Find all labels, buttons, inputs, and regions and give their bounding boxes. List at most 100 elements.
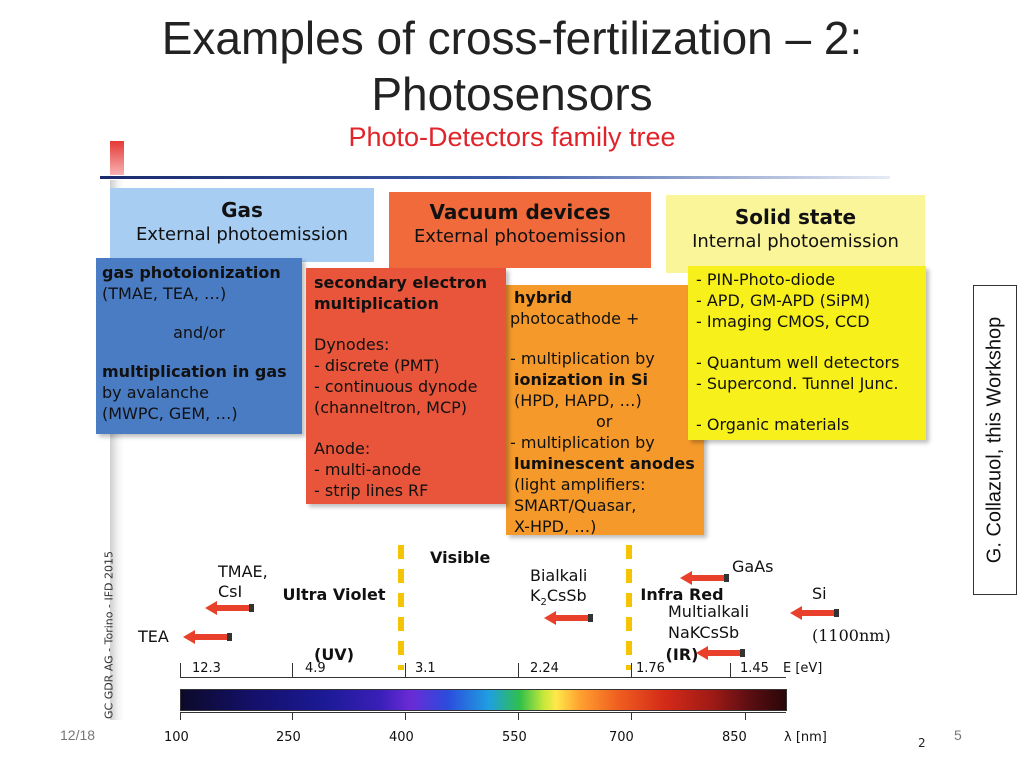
vacuum-header-sub: External photoemission [413,226,627,247]
gas-line-2: (TMAE, TEA, …) [102,284,227,303]
ev-tick [292,663,293,677]
nm-tick [631,712,632,720]
ev-tick [180,663,181,677]
material-nakcssb: NaKCsSb [668,623,740,642]
gas-header: Gas External photoemission [110,188,374,262]
hybrid-line-8: luminescent anodes [514,454,695,473]
solid-detail-box: - PIN-Photo-diode - APD, GM-APD (SiPM) -… [688,266,926,440]
ev-label-4-9: 4.9 [305,661,326,676]
ev-tick [518,663,519,677]
ev-tick [405,663,406,677]
secondary-line-2: multiplication [314,294,439,313]
solid-line-2: - APD, GM-APD (SiPM) [696,291,871,310]
nm-tick [745,712,746,720]
secondary-multiplication-box: secondary electron multiplication Dynode… [306,268,506,504]
title-line-2: Photosensors [371,68,653,120]
credit-vertical: GC GDR AG - Torino - IFD 2015 [96,535,122,735]
author-note-box: G. Collazuol, this Workshop [973,285,1017,595]
material-multialkali: Multialkali [668,602,750,621]
visible-ir-boundary [626,545,632,670]
arrow-si-icon [790,606,839,620]
ir-label-line-1: Infra Red [640,585,724,604]
arrow-gaas-icon [680,571,729,585]
ev-label-1-45: 1.45 [740,661,769,676]
solid-line-1: - PIN-Photo-diode [696,270,836,289]
material-tea: TEA [138,627,169,646]
spectrum-bar [180,689,787,711]
secondary-line-4: - discrete (PMT) [314,356,440,375]
material-gaas: GaAs [732,557,774,576]
material-tmae: TMAE, [218,562,268,581]
secondary-line-6: (channeltron, MCP) [314,398,468,417]
hybrid-line-6: or [596,412,613,431]
gas-line-1: gas photoionization [102,263,281,282]
title-line-1: Examples of cross-fertilization – 2: [161,12,863,64]
hybrid-box: hybrid photocathode + - multiplication b… [506,285,704,536]
nm-unit: λ [nm] [784,730,827,745]
nm-axis-line [180,712,786,713]
secondary-line-9: - strip lines RF [314,481,429,500]
hybrid-line-10: SMART/Quasar, [514,496,637,515]
red-accent-block [110,141,124,175]
hybrid-line-2: photocathode + [510,309,640,328]
diagram-title: Photo-Detectors family tree [348,122,676,152]
gas-header-title: Gas [221,198,263,222]
ev-label-1-76: 1.76 [636,661,665,676]
nm-label-100: 100 [164,730,189,745]
ir-label-line-2: (IR) [665,645,699,664]
gas-line-3: and/or [173,323,225,342]
uv-label-line-2: (UV) [314,645,354,664]
hybrid-line-9: (light amplifiers: [514,475,646,494]
slide-title: Examples of cross-fertilization – 2: Pho… [0,10,1024,122]
solid-line-6: - Organic materials [696,415,850,434]
author-note: G. Collazuol, this Workshop [983,316,1006,564]
arrow-tmae-icon [205,601,254,615]
ev-tick [730,663,731,677]
nm-label-250: 250 [276,730,301,745]
nm-tick [405,712,406,720]
arrow-bialkali-icon [544,611,593,625]
material-csi: CsI [218,582,243,601]
arrow-multialkali-icon [696,646,745,660]
gas-line-6: (MWPC, GEM, …) [102,404,238,423]
ev-label-2-24: 2.24 [530,661,559,676]
ir-label: Infra Red (IR) [636,545,728,685]
material-bialkali: Bialkali [530,566,588,585]
slide-number: 5 [954,727,962,743]
ev-axis-line [180,677,786,678]
nm-tick [292,712,293,720]
material-k2cssb: K2CsSb [530,586,587,609]
solid-line-3: - Imaging CMOS, CCD [696,312,870,331]
credit-text: GC GDR AG - Torino - IFD 2015 [102,550,116,720]
arrow-tea-icon [183,630,232,644]
secondary-line-1: secondary electron [314,273,487,292]
footer-date: 12/18 [60,727,96,743]
nm-tick [180,712,181,720]
material-si-cutoff: (1100nm) [812,626,891,645]
solid-line-5: - Supercond. Tunnel Junc. [696,374,899,393]
uv-label-line-1: Ultra Violet [282,585,386,604]
gas-line-5: by avalanche [102,383,209,402]
secondary-line-8: - multi-anode [314,460,422,479]
uv-visible-boundary [398,545,404,670]
hybrid-line-4: ionization in Si [514,370,648,389]
hybrid-line-3: - multiplication by [510,349,655,368]
ev-unit: E [eV] [783,661,823,676]
ev-label-12-3: 12.3 [192,661,221,676]
hybrid-line-11: X-HPD, …) [514,517,597,536]
ev-label-3-1: 3.1 [415,661,436,676]
visible-label: Visible [430,548,491,567]
secondary-line-7: Anode: [314,439,371,458]
uv-label: Ultra Violet (UV) [279,545,389,685]
secondary-line-3: Dynodes: [314,335,390,354]
nm-label-550: 550 [502,730,527,745]
solid-header: Solid state Internal photoemission [666,195,925,273]
gas-line-4: multiplication in gas [102,362,287,381]
hybrid-line-7: - multiplication by [510,433,655,452]
solid-header-sub: Internal photoemission [692,231,899,252]
gas-header-sub: External photoemission [135,224,349,245]
nm-label-700: 700 [609,730,634,745]
material-si: Si [812,584,827,603]
ev-tick [631,663,632,677]
solid-header-title: Solid state [734,205,857,229]
